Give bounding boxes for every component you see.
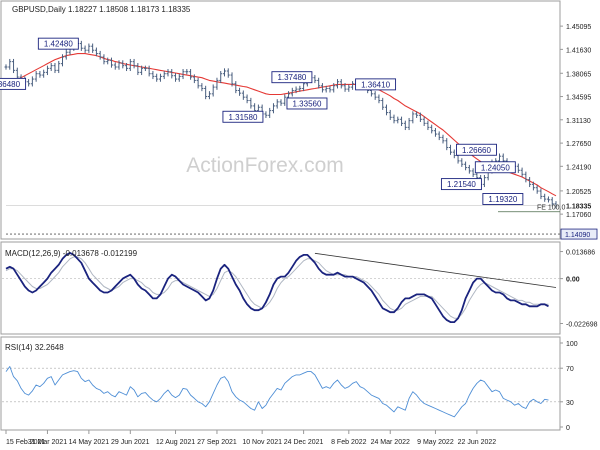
- x-tick-label: 24 Dec 2021: [284, 439, 324, 446]
- x-tick-label: 29 Jun 2021: [111, 439, 150, 446]
- x-tick-label: 10 Nov 2021: [242, 439, 282, 446]
- macd-line: [5, 251, 549, 324]
- swing-level-label: 1.42480: [44, 40, 73, 49]
- support-level-box: [560, 228, 598, 240]
- x-tick-label: 31 Mar 2021: [28, 439, 67, 446]
- price-y-tick-label: 1.20525: [566, 189, 591, 196]
- x-tick-label: 12 Aug 2021: [156, 439, 195, 446]
- price-y-tick-label: 1.41630: [566, 47, 591, 54]
- price-panel: [0, 0, 561, 240]
- swing-level-box: [456, 143, 497, 156]
- macd-signal-line: [5, 256, 549, 319]
- swing-level-label: 1.26660: [462, 146, 491, 155]
- rsi-y-tick-label: 100: [566, 341, 578, 348]
- price-y-tick-label: 1.45095: [566, 24, 591, 31]
- rsi-y-tick-label: 0: [566, 425, 570, 432]
- swing-level-label: 1.19320: [488, 195, 517, 204]
- price-panel-header: GBPUSD,Daily 1.18227 1.18508 1.18173 1.1…: [12, 5, 191, 14]
- swing-level-box: [440, 178, 482, 191]
- rsi-panel-header: RSI(14) 32.2648: [5, 343, 64, 352]
- rsi-y-tick-label: 30: [566, 400, 574, 407]
- macd-y-tick-label: -0.022698: [566, 321, 598, 328]
- swing-level-box: [37, 37, 79, 50]
- macd-panel-header: MACD(12,26,9) -0.013678 -0.012199: [5, 249, 138, 258]
- watermark: ActionForex.com: [186, 154, 344, 177]
- price-y-tick-label: 1.31130: [566, 118, 591, 125]
- macd-y-tick-label: 0.00: [566, 277, 580, 284]
- rsi-line: [5, 366, 549, 418]
- swing-level-label: 1.33560: [293, 99, 322, 108]
- x-tick-label: 9 May 2022: [417, 439, 454, 446]
- swing-level-box: [474, 161, 516, 174]
- swing-level-label: 1.36480: [0, 80, 21, 89]
- support-level-label: 1.14090: [565, 232, 590, 239]
- macd-y-tick-label: 0.013686: [566, 250, 595, 257]
- last-price-box: [561, 200, 597, 211]
- macd-panel: [0, 241, 561, 335]
- swing-level-box: [0, 77, 27, 90]
- x-tick-label: 14 May 2021: [69, 439, 110, 446]
- swing-level-box: [355, 78, 397, 91]
- price-y-tick-label: 1.24190: [566, 164, 591, 171]
- x-tick-label: 15 Feb 2021: [6, 439, 45, 446]
- rsi-panel: [0, 336, 561, 431]
- swing-level-label: 1.36410: [361, 80, 390, 89]
- swing-level-box: [286, 97, 328, 110]
- price-y-tick-label: 1.34595: [566, 95, 591, 102]
- x-tick-label: 27 Sep 2021: [197, 439, 237, 446]
- x-tick-label: 24 Mar 2022: [371, 439, 410, 446]
- rsi-y-tick-label: 70: [566, 366, 574, 373]
- swing-level-box: [482, 193, 524, 205]
- price-y-tick-label: 1.38065: [566, 71, 591, 78]
- price-y-tick-label: 1.17060: [566, 212, 591, 219]
- swing-level-label: 1.37480: [277, 73, 306, 82]
- swing-level-label: 1.21540: [447, 180, 476, 189]
- swing-level-box: [222, 110, 264, 123]
- price-y-tick-label: 1.27650: [566, 141, 591, 148]
- swing-level-label: 1.31580: [228, 113, 257, 122]
- swing-level-label: 1.24050: [481, 163, 510, 172]
- last-price-label: 1.18335: [566, 204, 591, 211]
- x-tick-label: 8 Feb 2022: [331, 439, 367, 446]
- macd-trendline: [314, 252, 557, 288]
- x-tick-label: 22 Jun 2022: [458, 439, 497, 446]
- swing-level-box: [271, 71, 313, 84]
- fe-level-label: FE 100.0: [537, 205, 566, 212]
